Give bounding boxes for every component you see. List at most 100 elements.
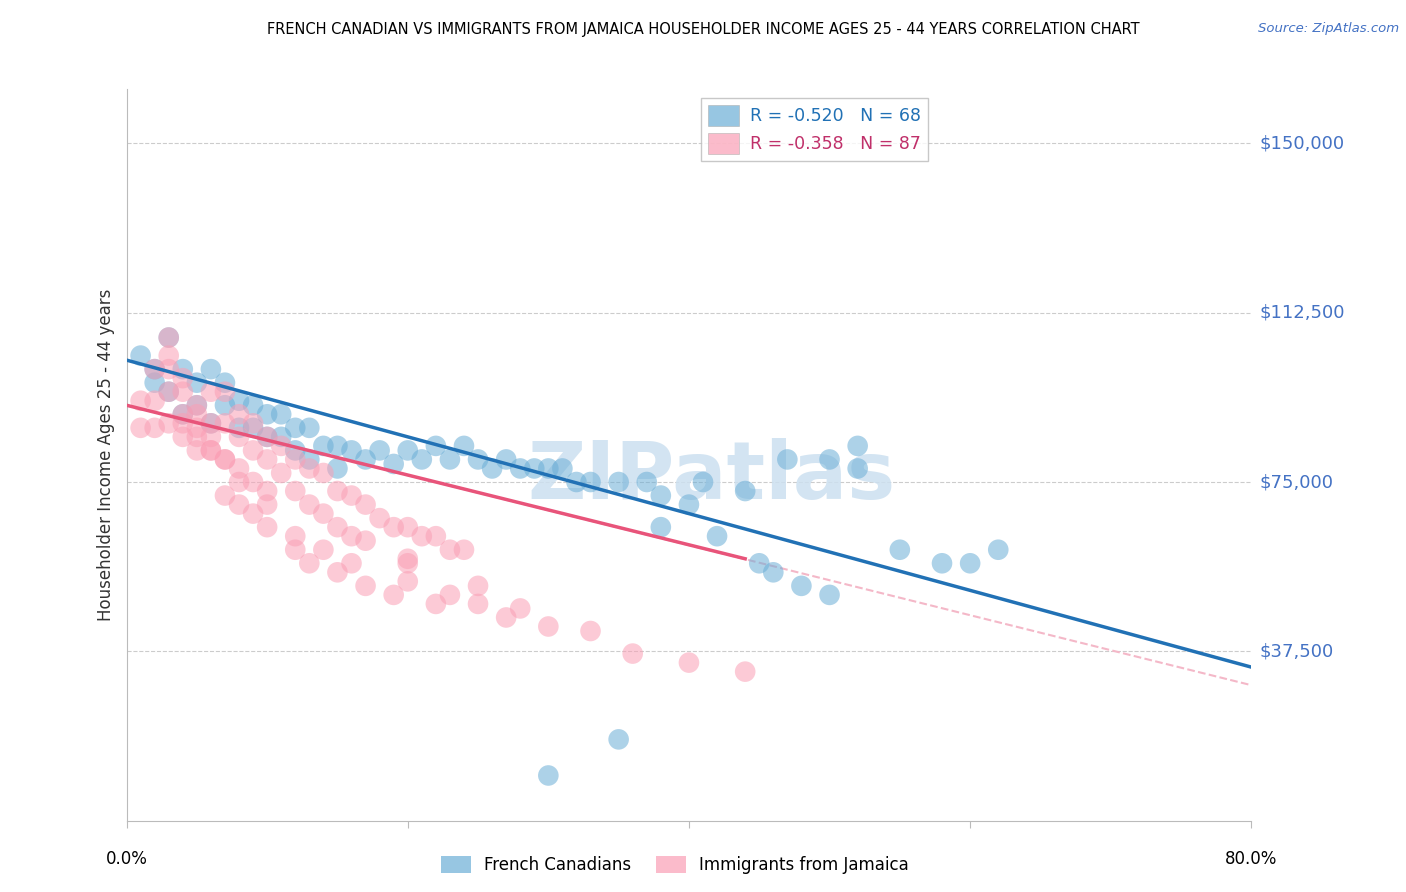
Point <box>509 461 531 475</box>
Text: $150,000: $150,000 <box>1260 135 1344 153</box>
Point <box>242 417 264 431</box>
Point <box>256 520 278 534</box>
Point <box>214 376 236 390</box>
Point <box>326 483 349 498</box>
Legend: R = -0.520   N = 68, R = -0.358   N = 87: R = -0.520 N = 68, R = -0.358 N = 87 <box>702 98 928 161</box>
Point <box>298 498 321 512</box>
Point <box>846 439 869 453</box>
Point <box>312 507 335 521</box>
Point <box>621 647 644 661</box>
Point <box>340 529 363 543</box>
Point <box>368 443 391 458</box>
Legend: French Canadians, Immigrants from Jamaica: French Canadians, Immigrants from Jamaic… <box>436 851 914 880</box>
Point <box>172 384 194 399</box>
Point <box>396 556 419 570</box>
Point <box>607 732 630 747</box>
Point <box>270 430 292 444</box>
Point <box>495 610 517 624</box>
Point <box>537 768 560 782</box>
Point <box>284 529 307 543</box>
Point <box>200 443 222 458</box>
Point <box>143 393 166 408</box>
Point <box>228 407 250 421</box>
Point <box>157 330 180 344</box>
Point <box>425 597 447 611</box>
Point <box>242 507 264 521</box>
Point <box>312 466 335 480</box>
Point <box>467 452 489 467</box>
Point <box>678 498 700 512</box>
Point <box>411 452 433 467</box>
Point <box>326 439 349 453</box>
Text: $75,000: $75,000 <box>1260 473 1334 491</box>
Point <box>172 417 194 431</box>
Point <box>157 417 180 431</box>
Point <box>396 574 419 589</box>
Point <box>143 362 166 376</box>
Point <box>284 443 307 458</box>
Point <box>734 665 756 679</box>
Point <box>340 443 363 458</box>
Point <box>396 443 419 458</box>
Point <box>186 421 208 435</box>
Point <box>200 443 222 458</box>
Point <box>214 417 236 431</box>
Point <box>228 421 250 435</box>
Point <box>186 376 208 390</box>
Point <box>214 489 236 503</box>
Point <box>312 439 335 453</box>
Point <box>396 551 419 566</box>
Point <box>579 624 602 638</box>
Point <box>200 417 222 431</box>
Point <box>298 421 321 435</box>
Point <box>439 588 461 602</box>
Point <box>354 498 377 512</box>
Point <box>425 529 447 543</box>
Point <box>607 475 630 489</box>
Point <box>228 461 250 475</box>
Point <box>326 461 349 475</box>
Point <box>382 588 405 602</box>
Point <box>284 483 307 498</box>
Point <box>242 475 264 489</box>
Point <box>228 475 250 489</box>
Point <box>200 430 222 444</box>
Point <box>354 579 377 593</box>
Y-axis label: Householder Income Ages 25 - 44 years: Householder Income Ages 25 - 44 years <box>97 289 115 621</box>
Point <box>129 349 152 363</box>
Point <box>706 529 728 543</box>
Point <box>186 443 208 458</box>
Point <box>284 421 307 435</box>
Text: $37,500: $37,500 <box>1260 642 1334 660</box>
Point <box>298 452 321 467</box>
Point <box>242 398 264 412</box>
Point <box>228 393 250 408</box>
Text: $112,500: $112,500 <box>1260 303 1346 322</box>
Point <box>157 330 180 344</box>
Point <box>340 489 363 503</box>
Point <box>157 384 180 399</box>
Point <box>551 461 574 475</box>
Point <box>214 398 236 412</box>
Point <box>172 430 194 444</box>
Point <box>818 588 841 602</box>
Text: 0.0%: 0.0% <box>105 850 148 868</box>
Point <box>298 461 321 475</box>
Point <box>889 542 911 557</box>
Point <box>200 362 222 376</box>
Point <box>776 452 799 467</box>
Point <box>509 601 531 615</box>
Point <box>256 407 278 421</box>
Point <box>172 407 194 421</box>
Point <box>242 443 264 458</box>
Point <box>354 452 377 467</box>
Point <box>368 511 391 525</box>
Point <box>129 421 152 435</box>
Point <box>650 489 672 503</box>
Point <box>326 566 349 580</box>
Point <box>270 407 292 421</box>
Point <box>326 520 349 534</box>
Point <box>242 421 264 435</box>
Point <box>523 461 546 475</box>
Point <box>143 362 166 376</box>
